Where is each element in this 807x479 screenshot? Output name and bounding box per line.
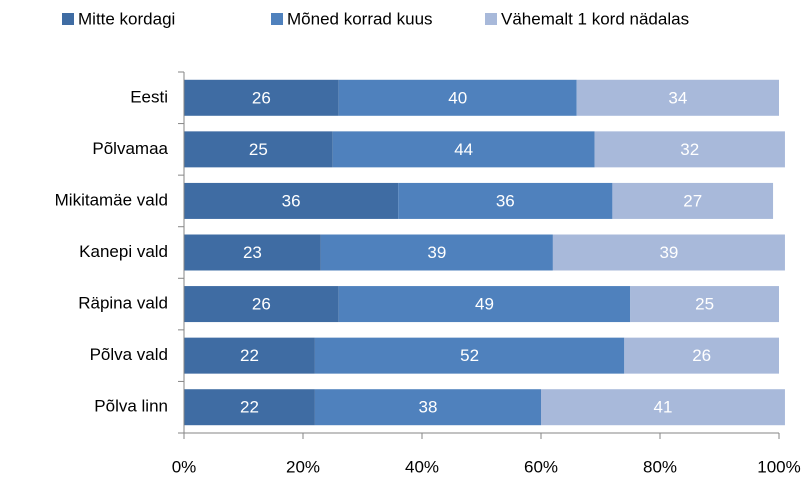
data-label: 26 xyxy=(252,295,271,314)
bar-segment xyxy=(338,286,631,323)
data-label: 34 xyxy=(668,88,687,107)
data-label: 26 xyxy=(692,346,711,365)
data-label: 36 xyxy=(496,191,515,210)
data-label: 38 xyxy=(418,398,437,417)
legend-label: Mõned korrad kuus xyxy=(287,9,433,28)
bar-segment xyxy=(184,286,339,323)
bar-segment xyxy=(314,389,541,426)
legend-label: Mitte kordagi xyxy=(78,9,175,28)
bar-segment xyxy=(552,234,785,271)
x-tick-label: 80% xyxy=(643,457,677,476)
bar-segment xyxy=(332,131,595,168)
data-label: 25 xyxy=(249,140,268,159)
data-label: 25 xyxy=(695,295,714,314)
legend-label: Vähemalt 1 kord nädalas xyxy=(501,9,689,28)
y-tick-label: Kanepi vald xyxy=(79,242,168,261)
y-tick-label: Räpina vald xyxy=(78,294,168,313)
bar-segment xyxy=(338,79,577,116)
x-tick-label: 40% xyxy=(405,457,439,476)
data-label: 52 xyxy=(460,346,479,365)
bar-segment xyxy=(630,286,779,323)
x-tick-label: 0% xyxy=(172,457,197,476)
bar-segment xyxy=(624,337,779,374)
x-tick-label: 20% xyxy=(286,457,320,476)
data-label: 36 xyxy=(282,191,301,210)
bar-segment xyxy=(320,234,553,271)
data-label: 23 xyxy=(243,243,262,262)
bar-segment xyxy=(594,131,785,168)
bar-segment xyxy=(314,337,625,374)
data-label: 22 xyxy=(240,346,259,365)
y-tick-label: Põlva linn xyxy=(94,397,168,416)
bar-segment xyxy=(184,131,333,168)
bar-segment xyxy=(184,182,399,219)
legend-swatch xyxy=(62,13,74,25)
bar-segment xyxy=(576,79,779,116)
data-label: 49 xyxy=(475,295,494,314)
data-label: 39 xyxy=(659,243,678,262)
y-tick-label: Eesti xyxy=(130,87,168,106)
x-tick-label: 100% xyxy=(757,457,800,476)
x-tick-label: 60% xyxy=(524,457,558,476)
data-label: 26 xyxy=(252,88,271,107)
data-label: 32 xyxy=(680,140,699,159)
bar-segment xyxy=(541,389,785,426)
y-tick-label: Mikitamäe vald xyxy=(55,190,168,209)
bar-segment xyxy=(612,182,774,219)
legend-swatch xyxy=(485,13,497,25)
bar-segment xyxy=(398,182,613,219)
data-label: 41 xyxy=(654,398,673,417)
bar-segment xyxy=(184,389,315,426)
data-label: 22 xyxy=(240,398,259,417)
legend-swatch xyxy=(271,13,283,25)
data-label: 44 xyxy=(454,140,473,159)
y-tick-label: Põlvamaa xyxy=(92,139,168,158)
bar-segment xyxy=(184,337,315,374)
y-tick-label: Põlva vald xyxy=(90,345,168,364)
bar-segment xyxy=(184,234,321,271)
bar-segment xyxy=(184,79,339,116)
data-label: 40 xyxy=(448,88,467,107)
data-label: 27 xyxy=(683,191,702,210)
data-label: 39 xyxy=(427,243,446,262)
